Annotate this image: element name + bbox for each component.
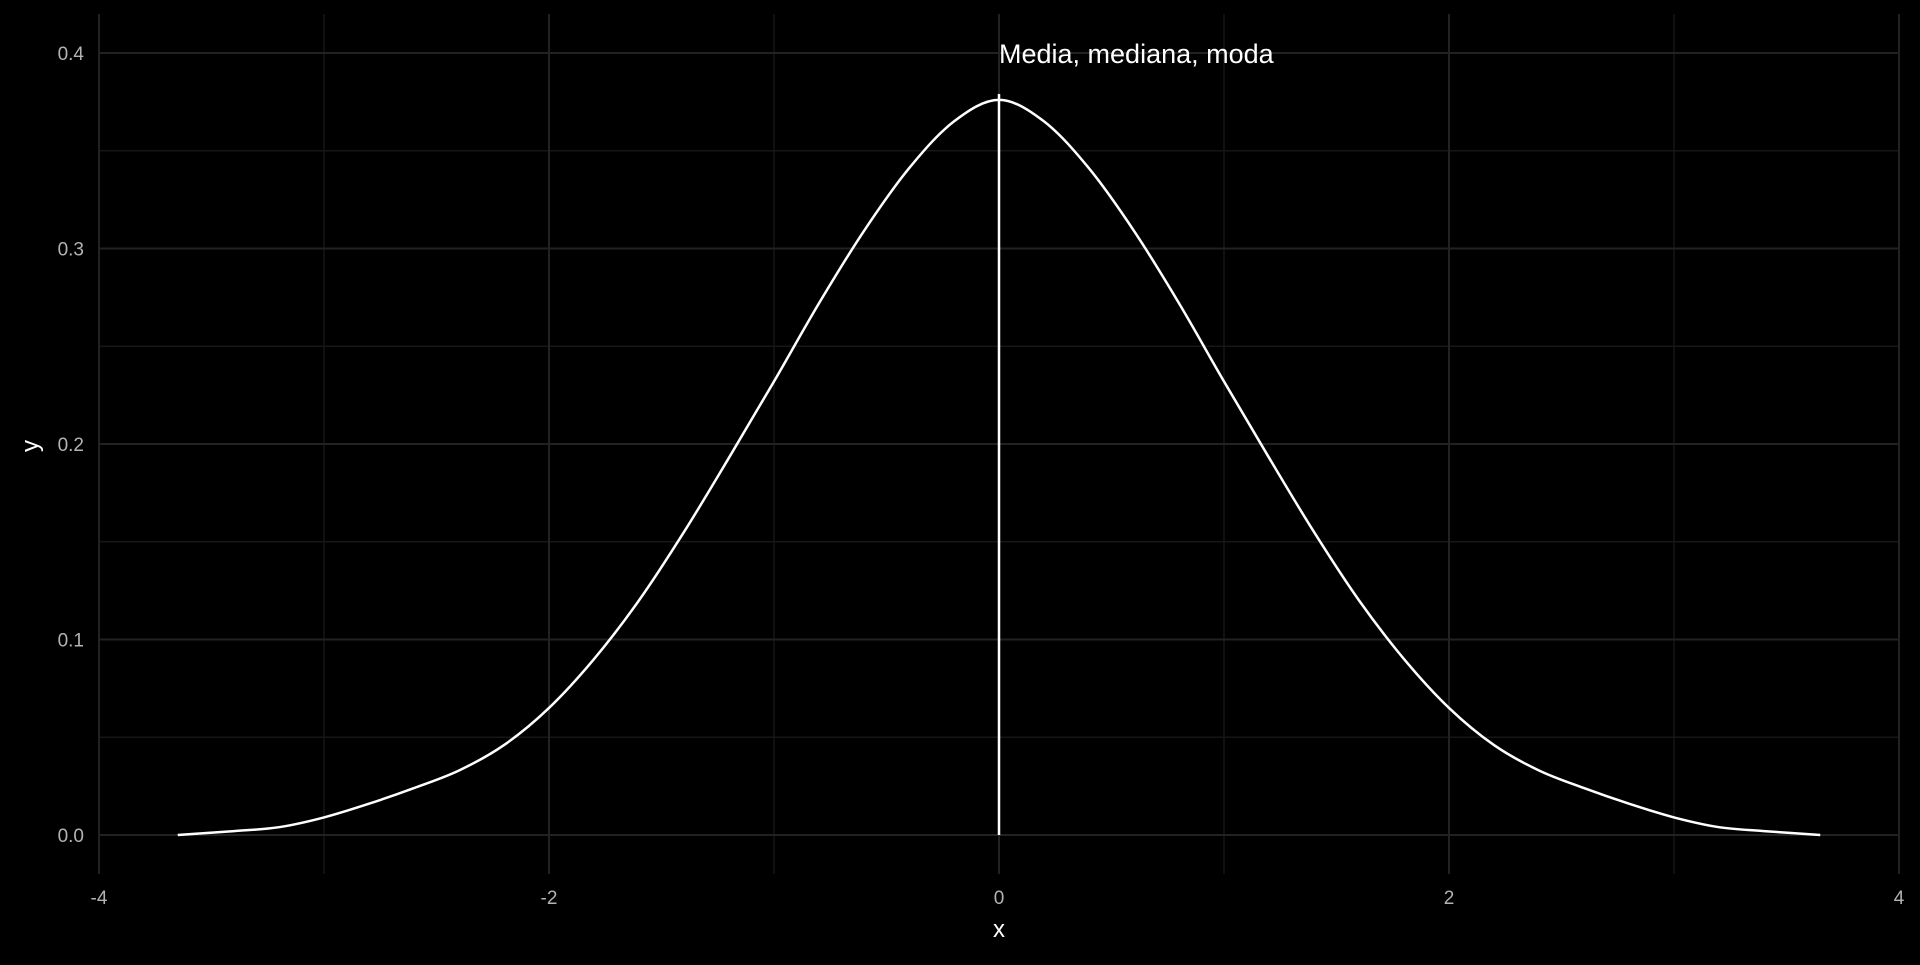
x-tick-label: -2 — [541, 888, 558, 909]
y-tick-label: 0.0 — [58, 826, 84, 847]
annotation-label: Media, mediana, moda — [999, 39, 1275, 69]
x-axis-title: x — [993, 916, 1005, 943]
x-tick-label: 2 — [1444, 888, 1455, 909]
x-tick-label: 4 — [1894, 888, 1905, 909]
y-tick-label: 0.2 — [58, 435, 84, 456]
chart-marks — [177, 94, 1821, 837]
y-tick-label: 0.3 — [58, 240, 84, 261]
y-axis-title: y — [17, 440, 44, 452]
x-tick-label: 0 — [994, 888, 1005, 909]
tick-labels: -4 -2 0 2 4 0.0 0.1 0.2 0.3 0.4 — [58, 44, 1905, 909]
y-tick-label: 0.4 — [58, 44, 85, 65]
y-tick-label: 0.1 — [58, 631, 84, 652]
x-tick-label: -4 — [91, 888, 108, 909]
